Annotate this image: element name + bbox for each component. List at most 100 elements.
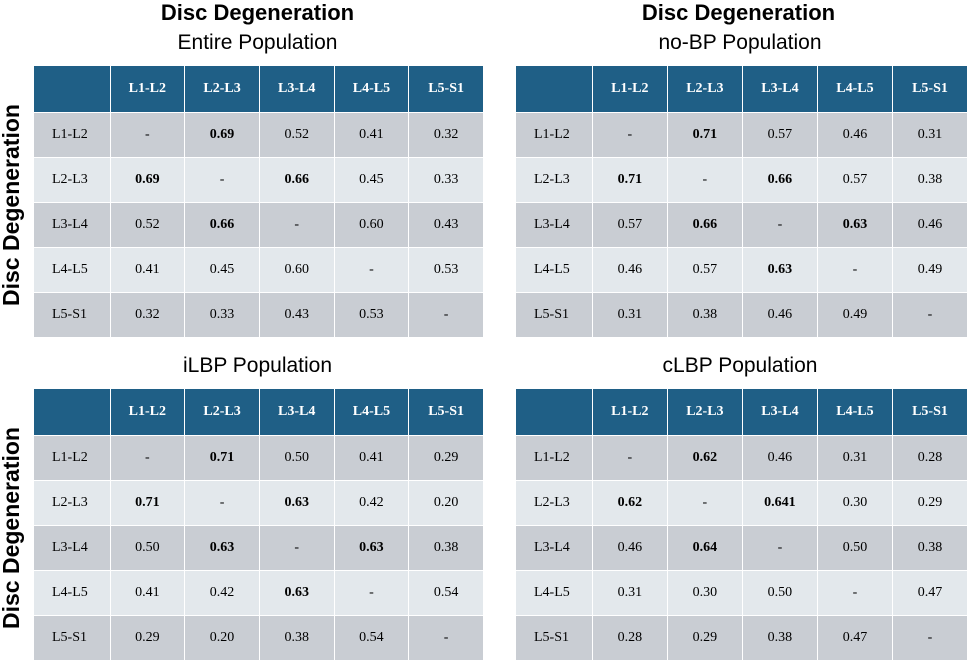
table-row: L1-L2-0.71 0.57 0.46 0.31 [515, 112, 968, 158]
panel-title-nobp: no-BP Population [658, 31, 822, 54]
table-cell: 0.71 [666, 112, 743, 158]
header-row: L1-L2 L2-L3 L3-L4 L4-L5 L5-S1 [33, 388, 484, 436]
super-title-left: Disc Degeneration [160, 0, 355, 25]
table-cell: 0.53 [333, 292, 410, 338]
table-cell: - [408, 615, 484, 661]
table-cell: 0.64 [666, 525, 743, 571]
row-header: L3-L4 [515, 202, 593, 248]
table-clbp-population: L1-L2 L2-L3 L3-L4 L4-L5 L5-S1 L1-L2-0.62 0.46 0… [515, 388, 968, 661]
column-header: L3-L4 [258, 388, 335, 436]
table-cell: 0.54 [408, 570, 484, 616]
table-cell: 0.66 [184, 202, 260, 248]
column-header: L4-L5 [816, 65, 893, 113]
table-cell: - [591, 435, 668, 481]
table-cell: 0.66 [258, 157, 335, 203]
table-cell: 0.47 [816, 615, 893, 661]
row-header: L2-L3 [33, 480, 111, 526]
table-cell: 0.52 [258, 112, 335, 158]
row-header: L1-L2 [33, 112, 111, 158]
table-cell: - [666, 480, 743, 526]
table-cell: 0.33 [408, 157, 484, 203]
row-header: L2-L3 [515, 480, 593, 526]
table-cell: 0.41 [109, 570, 186, 616]
table-cell: 0.60 [333, 202, 410, 248]
table-cell: 0.42 [333, 480, 410, 526]
table-cell: 0.66 [666, 202, 743, 248]
table-cell: 0.29 [891, 480, 968, 526]
table-cell: 0.63 [184, 525, 260, 571]
table-cell: 0.38 [408, 525, 484, 571]
table-cell: 0.57 [591, 202, 668, 248]
table-row: L1-L2-0.69 0.52 0.41 0.32 [33, 112, 484, 158]
corner-cell [515, 65, 593, 113]
table-cell: 0.63 [333, 525, 410, 571]
panel-title-clbp: cLBP Population [662, 354, 818, 377]
table-row: L4-L5 0.41 0.42 0.63-0.54 [33, 570, 484, 616]
table-cell: - [333, 570, 410, 616]
table-cell: 0.62 [666, 435, 743, 481]
table-cell: 0.32 [408, 112, 484, 158]
table-row: L3-L4 0.52 0.66-0.60 0.43 [33, 202, 484, 248]
table-cell: 0.43 [408, 202, 484, 248]
table-cell: 0.28 [891, 435, 968, 481]
column-header: L5-S1 [408, 65, 484, 113]
table-row: L2-L3 0.71-0.63 0.42 0.20 [33, 480, 484, 526]
table-cell: 0.63 [258, 480, 335, 526]
table-row: L4-L5 0.41 0.45 0.60-0.53 [33, 247, 484, 293]
table-cell: 0.71 [109, 480, 186, 526]
table-row: L2-L3 0.71-0.66 0.57 0.38 [515, 157, 968, 203]
row-header: L4-L5 [33, 570, 111, 616]
corner-cell [33, 65, 111, 113]
table-cell: 0.62 [591, 480, 668, 526]
table-cell: 0.69 [109, 157, 186, 203]
table-cell: 0.41 [109, 247, 186, 293]
column-header: L2-L3 [666, 388, 743, 436]
column-header: L3-L4 [258, 65, 335, 113]
table-cell: 0.63 [816, 202, 893, 248]
row-header: L3-L4 [515, 525, 593, 571]
table-cell: 0.20 [184, 615, 260, 661]
table-cell: 0.50 [258, 435, 335, 481]
table-cell: 0.71 [591, 157, 668, 203]
table-ilbp-population: L1-L2 L2-L3 L3-L4 L4-L5 L5-S1 L1-L2-0.71 0.50 0… [33, 388, 484, 661]
y-axis-label-top: Disc Degeneration [0, 104, 24, 306]
table-cell: - [891, 615, 968, 661]
table-cell: - [591, 112, 668, 158]
row-header: L5-S1 [33, 615, 111, 661]
row-header: L4-L5 [515, 570, 593, 616]
table-cell: 0.30 [666, 570, 743, 616]
panel-title-entire: Entire Population [177, 31, 338, 54]
table-cell: - [184, 480, 260, 526]
row-header: L1-L2 [33, 435, 111, 481]
table-cell: 0.66 [741, 157, 818, 203]
table-row: L2-L3 0.62-0.641 0.30 0.29 [515, 480, 968, 526]
table-cell: 0.641 [741, 480, 818, 526]
table-cell: 0.41 [333, 112, 410, 158]
table-cell: 0.42 [184, 570, 260, 616]
table-cell: 0.28 [591, 615, 668, 661]
table-cell: 0.20 [408, 480, 484, 526]
column-header: L1-L2 [591, 65, 668, 113]
row-header: L3-L4 [33, 202, 111, 248]
table-cell: 0.57 [666, 247, 743, 293]
table-cell: 0.49 [891, 247, 968, 293]
table-cell: 0.63 [258, 570, 335, 616]
table-entire-population: L1-L2 L2-L3 L3-L4 L4-L5 L5-S1 L1-L2-0.69 0.52 0… [33, 65, 484, 338]
column-header: L4-L5 [333, 388, 410, 436]
table-cell: 0.52 [109, 202, 186, 248]
column-header: L5-S1 [891, 388, 968, 436]
column-header: L4-L5 [816, 388, 893, 436]
table-cell: 0.63 [741, 247, 818, 293]
table-cell: 0.49 [816, 292, 893, 338]
table-cell: - [258, 202, 335, 248]
row-header: L2-L3 [515, 157, 593, 203]
table-row: L3-L4 0.57 0.66-0.63 0.46 [515, 202, 968, 248]
table-cell: 0.31 [591, 570, 668, 616]
table-cell: - [816, 570, 893, 616]
column-header: L1-L2 [109, 388, 186, 436]
table-cell: - [109, 435, 186, 481]
table-row: L3-L4 0.46 0.64-0.50 0.38 [515, 525, 968, 571]
table-cell: 0.46 [816, 112, 893, 158]
table-cell: 0.43 [258, 292, 335, 338]
row-header: L2-L3 [33, 157, 111, 203]
